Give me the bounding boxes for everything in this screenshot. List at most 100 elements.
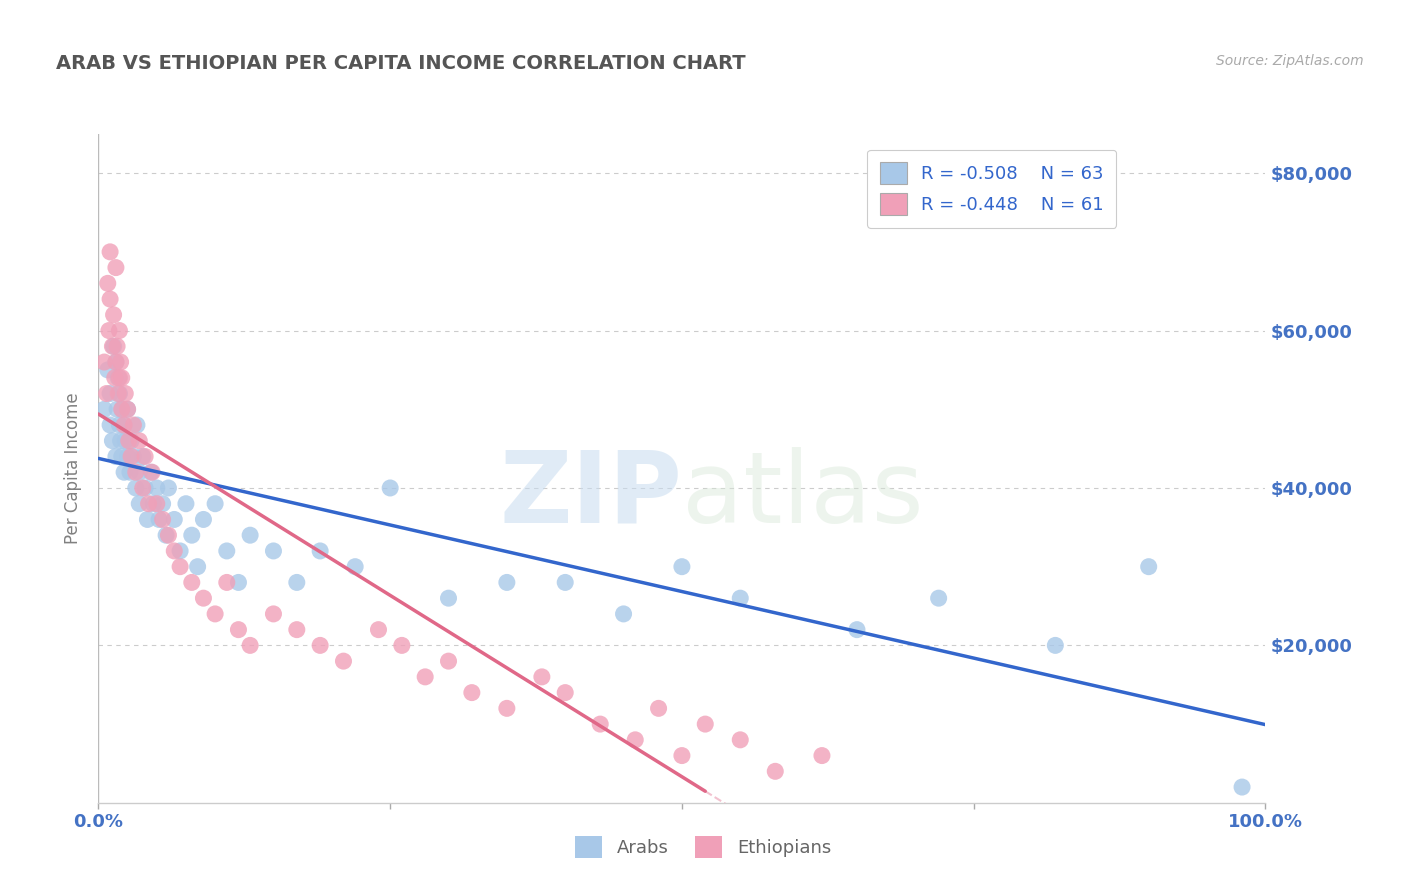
Point bbox=[146, 497, 169, 511]
Text: ARAB VS ETHIOPIAN PER CAPITA INCOME CORRELATION CHART: ARAB VS ETHIOPIAN PER CAPITA INCOME CORR… bbox=[56, 54, 745, 72]
Point bbox=[1137, 559, 1160, 574]
Point bbox=[96, 386, 118, 401]
Point bbox=[138, 497, 160, 511]
Point bbox=[239, 639, 262, 653]
Point bbox=[671, 559, 693, 574]
Point bbox=[117, 450, 139, 464]
Point bbox=[110, 355, 132, 369]
Point bbox=[125, 481, 148, 495]
Point bbox=[846, 623, 869, 637]
Point bbox=[148, 512, 170, 526]
Text: ZIP: ZIP bbox=[499, 447, 682, 543]
Point bbox=[128, 465, 150, 479]
Point bbox=[111, 371, 134, 385]
Point bbox=[239, 528, 262, 542]
Point bbox=[285, 575, 308, 590]
Point bbox=[110, 434, 132, 448]
Point bbox=[589, 717, 612, 731]
Point bbox=[111, 402, 134, 417]
Point bbox=[146, 481, 169, 495]
Point bbox=[117, 402, 139, 417]
Point bbox=[174, 497, 197, 511]
Point bbox=[309, 639, 332, 653]
Point bbox=[163, 544, 186, 558]
Point bbox=[98, 386, 121, 401]
Point bbox=[437, 591, 460, 606]
Point bbox=[105, 402, 128, 417]
Point bbox=[111, 450, 134, 464]
Point bbox=[413, 670, 436, 684]
Point bbox=[228, 575, 250, 590]
Point bbox=[309, 544, 332, 558]
Point bbox=[262, 544, 284, 558]
Point bbox=[157, 481, 180, 495]
Text: atlas: atlas bbox=[682, 447, 924, 543]
Point bbox=[114, 434, 136, 448]
Point bbox=[112, 465, 135, 479]
Point bbox=[647, 701, 669, 715]
Point bbox=[378, 481, 402, 495]
Point bbox=[228, 623, 250, 637]
Point bbox=[495, 575, 517, 590]
Point bbox=[730, 591, 752, 606]
Point bbox=[134, 450, 156, 464]
Point bbox=[132, 481, 155, 495]
Point bbox=[554, 685, 576, 699]
Point bbox=[262, 607, 284, 621]
Point bbox=[1230, 780, 1253, 794]
Point bbox=[332, 654, 354, 668]
Point bbox=[101, 339, 124, 353]
Point bbox=[495, 701, 517, 715]
Point bbox=[141, 465, 163, 479]
Point bbox=[180, 528, 202, 542]
Point bbox=[155, 528, 177, 542]
Point bbox=[118, 465, 141, 479]
Point bbox=[122, 417, 145, 432]
Text: Source: ZipAtlas.com: Source: ZipAtlas.com bbox=[1216, 54, 1364, 68]
Point bbox=[215, 575, 238, 590]
Point bbox=[193, 512, 215, 526]
Point bbox=[624, 732, 647, 747]
Point bbox=[104, 371, 127, 385]
Point bbox=[125, 465, 148, 479]
Point bbox=[554, 575, 576, 590]
Point bbox=[112, 417, 135, 432]
Point bbox=[391, 639, 413, 653]
Point bbox=[118, 434, 141, 448]
Point bbox=[97, 363, 120, 377]
Point bbox=[97, 324, 120, 338]
Point bbox=[120, 434, 142, 448]
Point bbox=[344, 559, 367, 574]
Point bbox=[108, 386, 131, 401]
Point bbox=[122, 450, 145, 464]
Point bbox=[112, 417, 135, 432]
Point bbox=[928, 591, 950, 606]
Point bbox=[111, 402, 134, 417]
Point bbox=[437, 654, 460, 668]
Point bbox=[134, 481, 156, 495]
Point bbox=[108, 417, 131, 432]
Point bbox=[104, 450, 127, 464]
Point bbox=[114, 386, 136, 401]
Point bbox=[204, 607, 226, 621]
Point bbox=[169, 559, 191, 574]
Point bbox=[152, 512, 174, 526]
Point bbox=[107, 371, 129, 385]
Point bbox=[763, 764, 786, 779]
Point bbox=[530, 670, 553, 684]
Point bbox=[136, 512, 159, 526]
Point bbox=[152, 497, 174, 511]
Point bbox=[169, 544, 191, 558]
Point bbox=[93, 402, 115, 417]
Point bbox=[120, 450, 142, 464]
Point bbox=[157, 528, 180, 542]
Point bbox=[98, 244, 121, 259]
Point bbox=[367, 623, 389, 637]
Point bbox=[180, 575, 202, 590]
Point bbox=[132, 450, 155, 464]
Point bbox=[193, 591, 215, 606]
Point bbox=[163, 512, 186, 526]
Point bbox=[98, 292, 121, 306]
Point bbox=[461, 685, 484, 699]
Point bbox=[108, 324, 131, 338]
